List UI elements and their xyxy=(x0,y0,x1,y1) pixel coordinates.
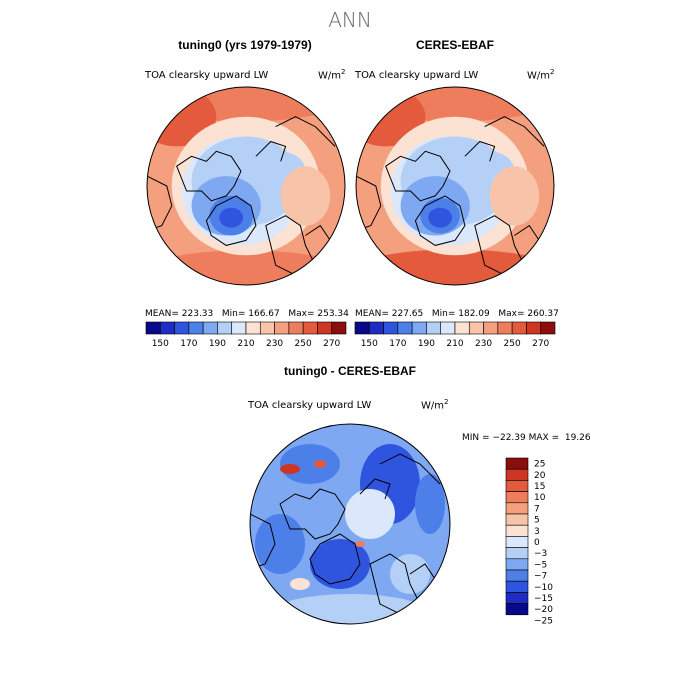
panel3-colorbar-swatch-6 xyxy=(505,524,529,537)
panel3-title: tuning0 - CERES-EBAF xyxy=(284,364,416,378)
panel2-colorbar-tick-6: 270 xyxy=(532,339,549,349)
panel2-colorbar-swatch-7 xyxy=(454,321,470,335)
panel2-colorbar-swatch-3 xyxy=(397,321,413,335)
panel3-min: −22.39 xyxy=(492,433,526,443)
panel3-colorbar-swatch-9 xyxy=(505,558,529,571)
panel3-colorbar-tick-11: −10 xyxy=(534,583,553,593)
panel2-colorbar: 150170190210230250270290 xyxy=(354,321,561,349)
panel3-colorbar-tick-12: −15 xyxy=(534,594,553,604)
panel3-map xyxy=(249,423,451,625)
panel1-colorbar-swatch-12 xyxy=(317,321,333,335)
panel1-colorbar-tick-3: 210 xyxy=(237,339,254,349)
panel1-variable-label: TOA clearsky upward LW xyxy=(145,70,269,81)
panel3-colorbar-tick-14: −25 xyxy=(534,616,553,626)
panel2-min: 182.09 xyxy=(458,309,490,319)
panel1-colorbar-swatch-13 xyxy=(331,321,347,335)
panel1-map xyxy=(146,86,346,286)
panel3-colorbar-tick-6: 3 xyxy=(534,527,540,537)
panel3-colorbar-swatch-8 xyxy=(505,547,529,560)
panel2-colorbar-swatch-10 xyxy=(497,321,513,335)
panel3-colorbar-swatch-4 xyxy=(505,502,529,515)
panel2-colorbar-swatch-6 xyxy=(440,321,456,335)
panel3-units: W/m2 xyxy=(421,398,449,412)
panel1-stats: MEAN= 223.33 Min= 166.67 Max= 253.34 xyxy=(145,309,349,319)
main-title: ANN xyxy=(328,8,372,32)
panel1-colorbar-tick-0: 150 xyxy=(152,339,169,349)
panel3-colorbar-swatch-13 xyxy=(505,603,529,616)
panel3-colorbar-swatch-3 xyxy=(505,491,529,504)
panel1-colorbar-tick-6: 270 xyxy=(323,339,340,349)
panel3-variable-label: TOA clearsky upward LW xyxy=(248,400,372,411)
panel1-colorbar-tick-1: 170 xyxy=(180,339,197,349)
panel3-colorbar-swatch-5 xyxy=(505,513,529,526)
panel1-colorbar-swatch-8 xyxy=(259,321,275,335)
panel1-max: 253.34 xyxy=(317,309,349,319)
panel1-min: 166.67 xyxy=(248,309,280,319)
panel3-colorbar-swatch-11 xyxy=(505,580,529,593)
panel3-colorbar-tick-0: 25 xyxy=(534,460,545,470)
panel2-colorbar-swatch-5 xyxy=(426,321,442,335)
panel2-map xyxy=(355,86,555,286)
panel3-colorbar-tick-2: 15 xyxy=(534,482,545,492)
panel1-mean: 223.33 xyxy=(181,309,214,319)
panel1-colorbar-tick-2: 190 xyxy=(209,339,226,349)
panel2-colorbar-swatch-11 xyxy=(511,321,527,335)
panel2-colorbar-swatch-8 xyxy=(468,321,484,335)
panel1-colorbar-swatch-1 xyxy=(159,321,175,335)
panel3-colorbar-tick-5: 5 xyxy=(534,516,540,526)
panel2-title: CERES-EBAF xyxy=(415,38,494,52)
panel3-colorbar-tick-8: −3 xyxy=(534,549,547,559)
panel2-colorbar-swatch-2 xyxy=(383,321,399,335)
panel1-colorbar-swatch-2 xyxy=(174,321,190,335)
panel2-colorbar-tick-4: 230 xyxy=(475,339,492,349)
panel2-colorbar-tick-5: 250 xyxy=(504,339,521,349)
panel3-colorbar-swatch-12 xyxy=(505,592,529,604)
panel1-colorbar-swatch-9 xyxy=(274,321,290,335)
panel2-variable-label: TOA clearsky upward LW xyxy=(355,70,479,81)
panel1-colorbar-swatch-10 xyxy=(288,321,304,335)
panel2-units: W/m2 xyxy=(527,68,555,82)
panel3-colorbar-tick-3: 10 xyxy=(534,493,546,503)
panel3-stats: MIN = −22.39 MAX = 19.26 xyxy=(462,433,591,443)
panel2-colorbar-swatch-1 xyxy=(368,321,384,335)
panel3-colorbar-tick-7: 0 xyxy=(534,538,540,548)
panel3-colorbar-swatch-7 xyxy=(505,536,529,548)
panel2-colorbar-tick-1: 170 xyxy=(389,339,406,349)
panel2-stats: MEAN= 227.65 Min= 182.09 Max= 260.37 xyxy=(355,309,559,319)
panel3-colorbar-tick-4: 7 xyxy=(534,504,540,514)
panel3-colorbar-swatch-1 xyxy=(505,468,529,481)
panel1-colorbar-tick-5: 250 xyxy=(295,339,312,349)
panel1-units: W/m2 xyxy=(318,68,346,82)
panel3-colorbar-tick-10: −7 xyxy=(534,572,547,582)
panel3-colorbar-swatch-10 xyxy=(505,569,529,582)
panel2-colorbar-swatch-0 xyxy=(354,321,370,335)
panel2-colorbar-swatch-12 xyxy=(526,321,542,335)
panel2-colorbar-swatch-9 xyxy=(483,321,499,335)
panel1-colorbar-swatch-11 xyxy=(302,321,318,335)
panel3-colorbar-tick-1: 20 xyxy=(534,471,546,481)
panel3-colorbar-tick-13: −20 xyxy=(534,605,553,615)
panel2-max: 260.37 xyxy=(527,309,559,319)
panel2-colorbar-swatch-4 xyxy=(411,321,427,335)
panel1-colorbar: 150170190210230250270290 xyxy=(145,321,352,349)
panel1-colorbar-tick-4: 230 xyxy=(266,339,283,349)
panel1-colorbar-swatch-3 xyxy=(188,321,204,335)
panel2-mean: 227.65 xyxy=(391,309,424,319)
panel1-colorbar-swatch-0 xyxy=(145,321,161,335)
panel1-colorbar-swatch-6 xyxy=(231,321,247,335)
panel1-colorbar-swatch-4 xyxy=(202,321,218,335)
panel1-colorbar-swatch-7 xyxy=(245,321,261,335)
panel3-colorbar-tick-9: −5 xyxy=(534,560,547,570)
panel2-colorbar-swatch-13 xyxy=(540,321,556,335)
panel3-colorbar-swatch-2 xyxy=(505,480,529,492)
panel3-colorbar-swatch-0 xyxy=(505,457,529,470)
panel3-max: 19.26 xyxy=(564,433,591,443)
panel1-colorbar-swatch-5 xyxy=(217,321,233,335)
panel2-colorbar-tick-3: 210 xyxy=(446,339,463,349)
panel1-title: tuning0 (yrs 1979-1979) xyxy=(178,38,312,52)
panel2-colorbar-tick-2: 190 xyxy=(418,339,435,349)
panel2-colorbar-tick-0: 150 xyxy=(361,339,378,349)
